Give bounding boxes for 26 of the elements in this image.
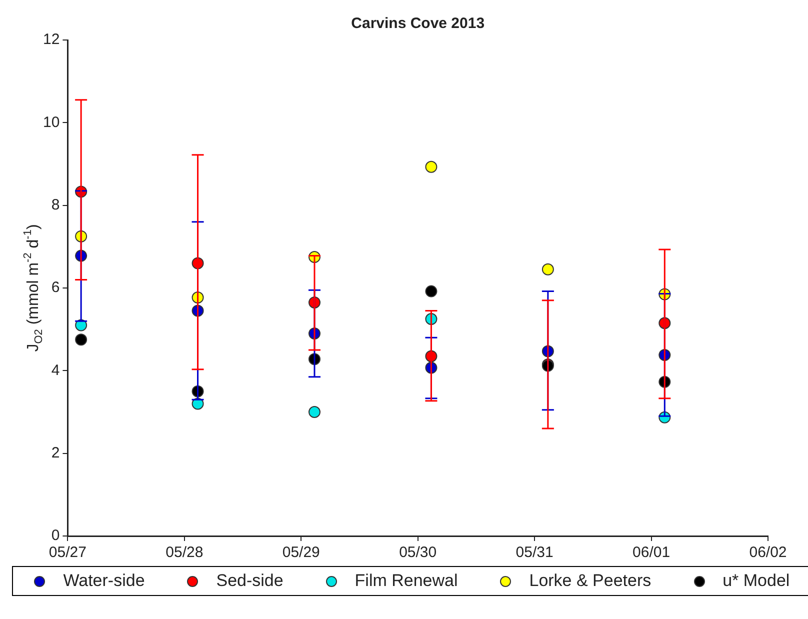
x-tick-label: 05/28 [166,544,204,562]
legend-label: Lorke & Peeters [529,571,652,591]
point [425,160,438,173]
y-tick-label: 6 [51,279,60,296]
y-tick-label: 4 [51,362,60,379]
x-tick-label: 05/31 [516,544,554,562]
point [308,406,320,418]
y-axis-title: JO2 (mmol m-2 d-1) [22,224,45,352]
y-tick-label: 10 [42,114,60,131]
chart-title: Carvins Cove 2013 [351,15,485,32]
x-tick-label: 05/29 [282,544,320,562]
x-tick-label: 06/01 [632,544,670,562]
point [542,263,554,276]
x-tick-label: 05/27 [48,544,86,562]
y-tick-label: 12 [42,31,60,48]
y-tick-label: 0 [51,527,60,544]
x-tick-label: 05/30 [399,544,437,562]
x-tick-label: 06/02 [749,544,787,562]
legend-label: u* Model [722,571,790,591]
legend-label: Sed-side [216,571,284,591]
legend-label: Film Renewal [354,571,458,591]
point [425,285,438,298]
legend-label: Water-side [63,571,145,591]
point [75,334,88,346]
y-tick-label: 8 [51,196,60,214]
y-tick-label: 2 [51,444,60,462]
